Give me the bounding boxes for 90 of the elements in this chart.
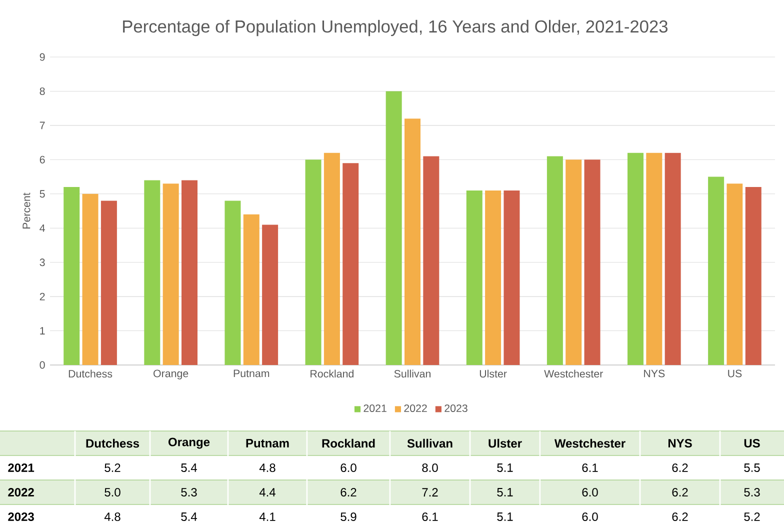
x-tick-label: Orange [154, 370, 188, 380]
bar [485, 190, 502, 365]
category-label: Westchester [554, 438, 626, 448]
data-label: 4.4 [259, 488, 276, 496]
bar [708, 176, 724, 365]
x-tick-label: Westchester [544, 370, 603, 378]
bar [423, 156, 440, 365]
text: 2023 [8, 512, 34, 521]
legend-label: 2023 [444, 404, 468, 412]
category-label: Rockland [322, 438, 375, 448]
bar [726, 184, 743, 365]
bar [262, 224, 278, 365]
category-label: Dutchess [86, 438, 140, 448]
data-label: 5.2 [104, 463, 120, 472]
data-label: 6.2 [672, 488, 688, 497]
data-label: 4.8 [259, 463, 276, 472]
data-label: 5.1 [497, 464, 513, 472]
bar [324, 152, 340, 365]
data-label: 5.2 [744, 512, 760, 522]
data-label: 5.4 [181, 512, 197, 521]
text: 2022 [8, 488, 34, 497]
bar [224, 200, 241, 365]
data-label: 6.2 [672, 512, 688, 522]
data-label: 5.5 [744, 464, 760, 472]
data-label: 4.8 [104, 512, 120, 522]
bar [162, 184, 179, 365]
data-label: 6.0 [582, 512, 598, 522]
x-tick-label: Dutchess [68, 370, 112, 378]
category-label: US [744, 438, 760, 448]
data-label: 6.1 [422, 512, 438, 522]
y-tick-label: 9 [40, 53, 45, 61]
chart-title: Percentage of Population Unemployed, 16 Years and Older, 2021-2023 [123, 20, 668, 36]
bar [745, 187, 762, 365]
x-tick-label: Ulster [480, 370, 507, 378]
x-tick-label: Sullivan [394, 370, 430, 378]
data-label: 5.9 [340, 512, 356, 522]
x-tick-label: US [728, 370, 742, 378]
data-label: 6.0 [340, 463, 356, 472]
legend-label: 2022 [404, 404, 427, 412]
bar [386, 91, 402, 365]
y-tick-label: 5 [40, 190, 45, 198]
category-label: Sullivan [407, 438, 452, 448]
y-tick-label: 6 [40, 156, 45, 164]
bar [64, 187, 80, 365]
data-label: 5.3 [181, 488, 197, 497]
bar [646, 152, 662, 365]
data-label: 8.0 [422, 463, 438, 472]
data-label: 6.1 [582, 463, 598, 472]
data-label: 5.1 [497, 512, 513, 521]
legend-label: 2021 [364, 404, 386, 412]
data-label: 7.2 [422, 488, 438, 496]
bar [584, 160, 600, 365]
bar [566, 160, 582, 365]
y-tick-label: 1 [40, 327, 45, 334]
bar [546, 156, 563, 365]
bar [504, 190, 520, 365]
y-tick-label: 2 [40, 292, 45, 300]
bar [628, 152, 644, 365]
bar [466, 190, 482, 365]
y-tick-label: 7 [40, 122, 45, 130]
data-label: 5.0 [104, 488, 120, 497]
bar [144, 180, 160, 365]
y-tick-label: 4 [40, 224, 45, 232]
bar [82, 194, 98, 365]
y-axis-title: Percent [22, 192, 30, 229]
data-label: 5.4 [181, 464, 197, 472]
bar [305, 160, 322, 365]
category-label: NYS [668, 438, 692, 448]
category-label: Ulster [488, 438, 522, 448]
data-label: 5.1 [497, 488, 513, 496]
bar [404, 118, 420, 365]
bar [664, 152, 681, 365]
data-label: 6.0 [582, 488, 598, 497]
bar [243, 214, 260, 365]
category-label: Orange [168, 438, 210, 449]
text: 2021 [8, 463, 34, 472]
data-label: 6.2 [340, 488, 356, 497]
x-tick-label: NYS [644, 370, 665, 378]
data-label: 4.1 [259, 512, 276, 521]
bar [342, 163, 359, 365]
x-tick-label: Putnam [234, 370, 270, 378]
y-tick-label: 0 [40, 361, 45, 369]
y-tick-label: 8 [40, 87, 45, 96]
y-tick-label: 3 [40, 258, 45, 266]
category-label: Putnam [246, 439, 289, 448]
bar [182, 180, 198, 365]
bar [100, 200, 117, 365]
data-label: 6.2 [672, 463, 688, 472]
data-label: 5.3 [744, 488, 760, 497]
x-tick-label: Rockland [310, 370, 354, 378]
